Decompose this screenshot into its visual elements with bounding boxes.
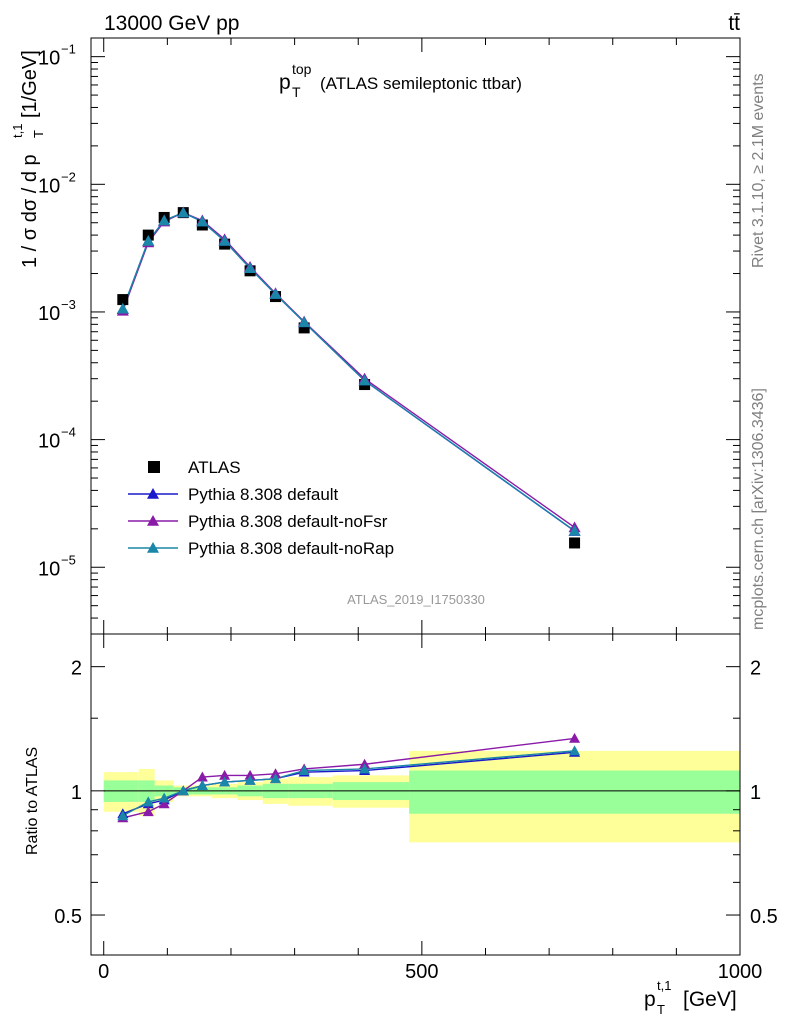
legend-marker xyxy=(147,488,159,499)
mc-data-point-3 xyxy=(177,206,190,218)
ratio-point-2 xyxy=(158,792,170,803)
ratio-y-tick-label-right: 1 xyxy=(750,782,761,804)
main-panel: 10−510−410−310−210−1 p top T (ATLAS semi… xyxy=(10,37,741,635)
chart-title-sup: top xyxy=(292,61,312,77)
ratio-y-tick-label: 2 xyxy=(71,658,82,680)
header-left: 13000 GeV pp xyxy=(104,12,239,35)
legend-label: Pythia 8.308 default-noRap xyxy=(188,539,394,558)
svg-text:[GeV]: [GeV] xyxy=(683,988,737,1011)
svg-text:[1/GeV]: [1/GeV] xyxy=(19,50,41,118)
ratio-point-1 xyxy=(219,769,231,780)
y-tick-label: 10 xyxy=(38,558,60,580)
chart-title-rest: (ATLAS semileptonic ttbar) xyxy=(320,74,522,93)
ratio-bands xyxy=(103,750,740,843)
main-axes: 10−510−410−310−210−1 xyxy=(38,38,741,635)
ratio-point-2 xyxy=(270,773,282,784)
atlas-data-point xyxy=(569,537,581,549)
svg-text:T: T xyxy=(657,1002,665,1017)
series-line-3 xyxy=(122,211,575,532)
mc-data-point-3 xyxy=(218,234,231,246)
series-line-2 xyxy=(122,211,575,529)
legend-label: ATLAS xyxy=(188,458,241,477)
ratio-point-2 xyxy=(298,765,310,775)
legend-marker xyxy=(147,515,159,526)
legend: ATLAS Pythia 8.308 default Pythia 8.308 de… xyxy=(128,458,394,558)
x-tick-label: 500 xyxy=(405,961,438,983)
x-tick-label: 1000 xyxy=(718,961,763,983)
ratio-frame xyxy=(90,633,741,956)
ratio-point-2 xyxy=(359,763,371,774)
mc-data-point-3 xyxy=(142,234,155,246)
ratio-point-1 xyxy=(158,798,170,809)
ratio-point-2 xyxy=(196,780,208,790)
chart-title: p xyxy=(279,71,291,94)
mc-data-point-3 xyxy=(244,262,257,274)
ratio-marks xyxy=(117,732,581,823)
mc-data-point-3 xyxy=(116,302,129,314)
legend-label: Pythia 8.308 default xyxy=(188,485,339,504)
legend-marker-atlas xyxy=(148,461,160,473)
chart-title-sub: T xyxy=(292,84,301,100)
ratio-point-1 xyxy=(569,732,581,743)
y-axis-label: 1 / σ dσ / d p t,1 T [1/GeV] xyxy=(10,50,46,268)
atlas-data-point xyxy=(298,322,310,334)
ratio-point-2 xyxy=(219,776,231,787)
ratio-panel: 0.5 0.5 1 1 2 2 0 500 1000 Ratio to ATLAS p t,1 … xyxy=(24,633,778,1017)
svg-text:t,1: t,1 xyxy=(657,978,671,993)
ratio-y-tick-label: 0.5 xyxy=(54,906,82,928)
y-tick-exponent: −3 xyxy=(61,297,76,312)
ratio-point-1 xyxy=(142,806,154,817)
legend-label: Pythia 8.308 default-noFsr xyxy=(188,512,388,531)
svg-text:t,1: t,1 xyxy=(10,124,25,138)
y-tick-label: 10 xyxy=(38,431,60,453)
ratio-axes: 0.5 0.5 1 1 2 2 0 500 1000 xyxy=(54,634,778,983)
ratio-y-tick-label: 1 xyxy=(71,782,82,804)
ratio-y-tick-label-right: 2 xyxy=(750,658,761,680)
mc-data-point-3 xyxy=(358,374,371,386)
y-tick-exponent: −2 xyxy=(61,169,76,184)
svg-text:1 / σ dσ / d p: 1 / σ dσ / d p xyxy=(19,154,41,268)
ratio-point-1 xyxy=(244,769,256,780)
analysis-id: ATLAS_2019_I1750330 xyxy=(347,592,485,607)
series-line-1 xyxy=(122,211,575,532)
ratio-point-2 xyxy=(244,774,256,785)
legend-marker xyxy=(147,542,159,553)
y-tick-exponent: −1 xyxy=(61,42,76,57)
x-tick-label: 0 xyxy=(98,961,109,983)
ratio-point-2 xyxy=(142,796,154,807)
y-tick-label: 10 xyxy=(38,303,60,325)
x-axis-label: p t,1 T [GeV] xyxy=(644,978,737,1017)
header-right: tt̄ xyxy=(728,12,740,35)
rivet-label: Rivet 3.1.10, ≥ 2.1M events xyxy=(750,73,767,268)
ratio-point-2 xyxy=(117,810,129,821)
mc-data-point-3 xyxy=(568,524,581,536)
mc-data-point-3 xyxy=(269,288,282,299)
stat-uncertainty-band xyxy=(409,770,740,814)
ratio-point-2 xyxy=(177,785,189,796)
ratio-ylabel: Ratio to ATLAS xyxy=(24,747,41,855)
mc-data-point-3 xyxy=(158,214,171,226)
ratio-y-tick-label-right: 0.5 xyxy=(750,906,778,928)
y-tick-label: 10 xyxy=(38,175,60,197)
mc-data-point-3 xyxy=(196,215,209,227)
svg-text:T: T xyxy=(31,130,46,138)
main-marks xyxy=(116,206,581,549)
atlas-data-point xyxy=(117,294,129,306)
mcplots-label: mcplots.cern.ch [arXiv:1306.3436] xyxy=(750,388,767,630)
ratio-point-2 xyxy=(569,745,581,756)
svg-text:p: p xyxy=(644,988,656,1011)
y-tick-exponent: −5 xyxy=(61,552,76,567)
ratio-point-1 xyxy=(270,768,282,779)
mc-data-point-3 xyxy=(298,316,311,328)
ratio-point-1 xyxy=(196,771,208,782)
y-tick-exponent: −4 xyxy=(61,425,76,440)
y-tick-label: 10 xyxy=(38,48,60,70)
